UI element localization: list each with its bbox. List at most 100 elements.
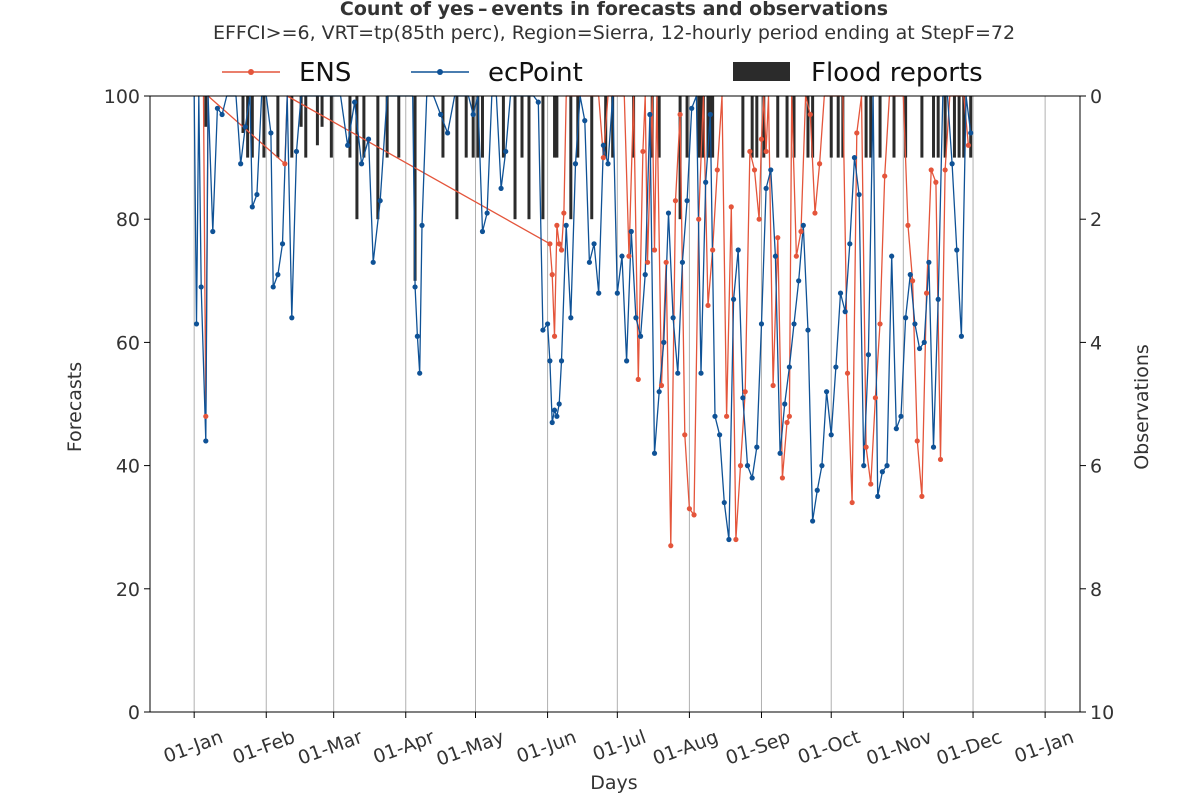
ens-point <box>784 419 790 426</box>
flood-report-bar <box>385 96 389 158</box>
flood-report-bar <box>762 96 766 158</box>
ecpoint-point <box>438 111 444 118</box>
flood-report-bar <box>262 96 266 158</box>
ecpoint-point <box>800 222 806 228</box>
flood-report-bar <box>657 96 661 158</box>
ecpoint-point <box>563 222 569 228</box>
ecpoint-point <box>828 432 834 438</box>
flood-report-bar <box>811 96 815 158</box>
ecpoint-point <box>249 204 255 210</box>
ecpoint-point <box>279 241 286 247</box>
ens-point <box>868 481 874 487</box>
legend-reports-swatch <box>733 62 790 81</box>
ens-point <box>282 161 288 167</box>
y-left-tick-label: 60 <box>116 332 140 354</box>
flood-report-bar <box>541 96 545 220</box>
ecpoint-point <box>498 185 504 191</box>
flood-report-bar <box>299 96 303 127</box>
ecpoint-point <box>670 315 676 321</box>
ens-point <box>714 167 720 173</box>
ecpoint-point <box>412 284 418 290</box>
flood-report-bar <box>701 96 705 158</box>
ecpoint-point <box>847 241 853 247</box>
ens-point <box>863 444 869 450</box>
x-tick-label: 01-Mar <box>295 726 366 770</box>
ecpoint-point <box>703 179 709 185</box>
ens-point <box>775 235 781 241</box>
ecpoint-point <box>810 518 816 524</box>
ens-point <box>733 536 739 543</box>
flood-report-bar <box>569 96 573 220</box>
ecpoint-point <box>596 290 602 296</box>
ecpoint-point <box>684 198 690 204</box>
legend-ecpoint-marker <box>437 69 443 75</box>
ecpoint-point <box>912 321 918 327</box>
ecpoint-point <box>572 161 579 167</box>
ens-point <box>737 463 744 469</box>
flood-report-bar <box>376 96 380 220</box>
ens-point <box>942 167 948 173</box>
ens-point <box>640 148 646 155</box>
ecpoint-point <box>777 450 783 456</box>
ens-point <box>696 216 702 222</box>
ecpoint-point <box>958 333 965 339</box>
flood-report-bar <box>892 96 896 158</box>
ens-point <box>798 228 804 235</box>
y-right-tick-label: 10 <box>1090 702 1114 724</box>
ens-point <box>635 376 641 382</box>
flood-report-bar <box>706 96 710 158</box>
ecpoint-point <box>665 210 672 216</box>
flood-report-bar <box>711 96 715 158</box>
ecpoint-point <box>782 401 788 407</box>
flood-report-bar <box>904 96 908 158</box>
ecpoint-point <box>889 253 895 259</box>
ecpoint-point <box>637 333 644 339</box>
ecpoint-point <box>268 130 274 136</box>
flood-report-bar <box>699 96 703 158</box>
ecpoint-point <box>768 167 774 173</box>
ecpoint-point <box>358 161 365 167</box>
flood-report-bar <box>962 96 966 158</box>
flood-report-bar <box>920 96 924 158</box>
ens-point <box>793 253 799 259</box>
ecpoint-point <box>893 426 899 432</box>
ecpoint-point <box>210 228 216 235</box>
ecpoint-point <box>605 161 611 167</box>
ens-point <box>877 321 883 327</box>
flood-report-bar <box>952 96 956 158</box>
ecpoint-point <box>556 401 562 407</box>
ens-point <box>747 148 753 155</box>
ecpoint-point <box>614 290 620 296</box>
ens-point <box>849 499 855 506</box>
ecpoint-point <box>717 432 723 438</box>
ens-point <box>626 253 632 259</box>
ecpoint-point <box>698 370 704 376</box>
ecpoint-point <box>377 198 383 204</box>
ecpoint-point <box>875 493 881 499</box>
flood-report-bar <box>611 96 615 158</box>
ecpoint-point <box>763 185 769 191</box>
x-tick-label: 01-Feb <box>230 726 298 769</box>
ecpoint-point <box>544 321 551 327</box>
ens-point <box>928 167 934 173</box>
ens-point <box>561 210 567 216</box>
ens-point <box>705 302 711 309</box>
ecpoint-point <box>586 259 593 265</box>
flood-report-bar <box>836 96 840 158</box>
ecpoint-point <box>823 389 830 395</box>
ens-point <box>751 167 758 173</box>
ecpoint-point <box>935 296 941 302</box>
ecpoint-point <box>884 463 890 469</box>
flood-report-bar <box>501 96 505 158</box>
chart-title: Count of yes – events in forecasts and o… <box>340 0 888 20</box>
flood-report-bar <box>932 96 936 158</box>
ecpoint-point <box>293 148 300 155</box>
ens-point <box>937 456 944 463</box>
ens-point <box>651 247 658 253</box>
flood-report-bar <box>362 96 366 158</box>
ecpoint-point <box>633 315 639 321</box>
series-lines <box>193 95 972 547</box>
y-left-tick-label: 20 <box>116 579 140 601</box>
ecpoint-point <box>619 253 625 259</box>
